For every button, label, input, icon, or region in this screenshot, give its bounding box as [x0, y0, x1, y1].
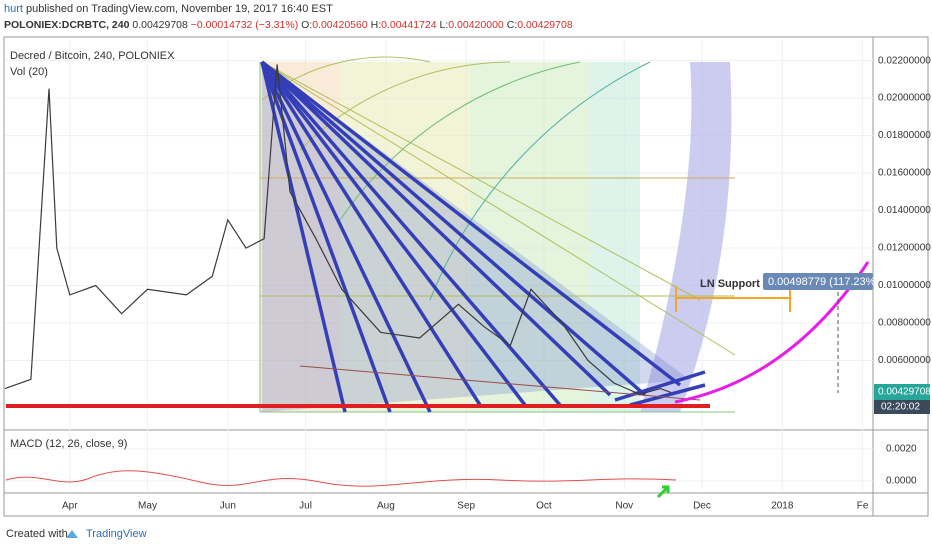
macd-title: MACD (12, 26, close, 9): [10, 438, 127, 450]
fan-line: [261, 61, 701, 301]
fan-ray: [260, 60, 562, 407]
trend-ray: [629, 383, 706, 407]
y-tick-label: 0.01400000: [878, 205, 931, 216]
fan-ray: [260, 60, 682, 387]
fan-ray: [260, 60, 647, 397]
fib-arc-zone: [640, 62, 732, 412]
y-tick-label: 0.02200000: [878, 55, 931, 66]
fan-area: [262, 62, 690, 412]
fan-ray: [260, 61, 347, 413]
h-label: H:: [371, 19, 382, 31]
x-tick-label: Jul: [299, 501, 312, 512]
fan-ray: [260, 60, 527, 407]
volume-label: Vol (20): [10, 66, 48, 78]
header-line: hurt published on TradingView.com, Novem…: [4, 3, 333, 15]
fib-drawings: [259, 56, 736, 413]
y-tick-label: 0.01600000: [878, 168, 931, 179]
y-tick-label: 0.02000000: [878, 93, 931, 104]
author[interactable]: hurt: [4, 3, 23, 15]
macd-line: [5, 470, 677, 487]
y-tick-label: 0.01200000: [878, 243, 931, 254]
countdown-label: 02:20:02: [881, 402, 920, 413]
y-tick-label: 0.01800000: [878, 130, 931, 141]
target-box: [763, 273, 873, 290]
x-tick-label: Nov: [615, 501, 633, 512]
trend-line: [299, 365, 701, 401]
price-line: [4, 64, 672, 395]
logo: [66, 530, 78, 538]
l-label: L:: [440, 19, 449, 31]
price-plot: [4, 64, 672, 395]
change: −0.00014732 (−3.31%): [191, 19, 298, 31]
l: 0.00420000: [448, 19, 504, 31]
fan-ray: [260, 60, 612, 397]
arrow: [656, 485, 670, 499]
countdown-box: [874, 400, 930, 414]
symbol: POLONIEX:DCRBTC, 240: [4, 19, 130, 31]
x-tick-label: Fe: [857, 501, 869, 512]
target-label: 0.00498779 (117.23%): [768, 276, 879, 288]
last: 0.00429708: [132, 19, 188, 31]
fan-ray: [260, 61, 482, 406]
x-tick-label: Oct: [536, 501, 552, 512]
y-tick-label: 0.00800000: [878, 318, 931, 329]
trend-ray: [614, 370, 706, 402]
x-tick-label: Apr: [62, 501, 78, 512]
o-label: O:: [301, 19, 312, 31]
price-box: [874, 384, 930, 400]
x-tick-label: Jun: [220, 501, 236, 512]
fan-line: [261, 61, 736, 356]
support-bracket: [675, 286, 791, 312]
y-tick-label: 0.00600000: [878, 355, 931, 366]
c-label: C:: [507, 19, 518, 31]
published: published on TradingView.com, November 1…: [26, 3, 333, 15]
c: 0.00429708: [517, 19, 573, 31]
frame: [3, 36, 929, 517]
x-tick-label: Sep: [457, 501, 475, 512]
symbol-line: POLONIEX:DCRBTC, 240 0.00429708 −0.00014…: [4, 19, 573, 31]
macd-tick-label: 0.0020: [886, 444, 917, 455]
x-tick-label: Dec: [693, 501, 711, 512]
fib-arc: [339, 61, 581, 221]
x-tick-label: May: [138, 501, 157, 512]
macd-tick-label: 0.0000: [886, 476, 917, 487]
fan-ray: [260, 61, 432, 413]
price-label: 0.00429708: [878, 387, 931, 398]
chart-title: Decred / Bitcoin, 240, POLONIEX: [10, 50, 175, 62]
x-tick-label: 2018: [771, 501, 794, 512]
fib-arc: [429, 61, 651, 301]
o: 0.00420560: [312, 19, 368, 31]
h: 0.00441724: [381, 19, 437, 31]
brand[interactable]: TradingView: [86, 528, 147, 540]
created: Created with: [6, 528, 68, 540]
support-label: LN Support: [700, 278, 760, 290]
x-tick-label: Aug: [377, 501, 395, 512]
y-tick-label: 0.01000000: [878, 280, 931, 291]
